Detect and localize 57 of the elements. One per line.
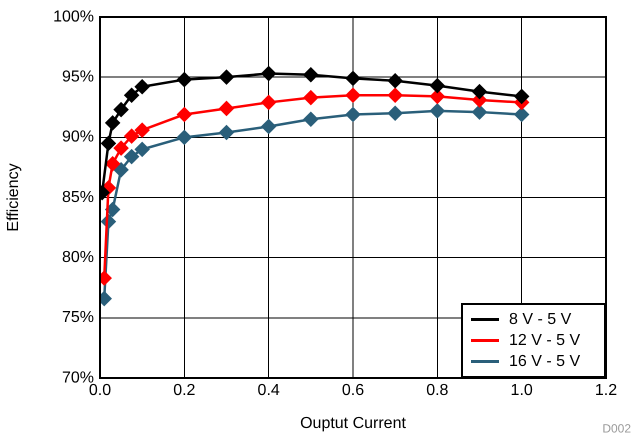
point [105, 156, 120, 172]
point [472, 104, 487, 120]
x-tick-label: 0.0 [88, 382, 112, 400]
point [261, 95, 276, 110]
x-tick-label: 0.2 [173, 382, 196, 400]
x-tick-label: 0.8 [426, 382, 449, 400]
point [388, 88, 402, 102]
point [304, 112, 318, 127]
point [430, 104, 445, 118]
point [177, 72, 192, 87]
point [134, 80, 150, 94]
point [346, 71, 360, 86]
legend-label: 8 V - 5 V [509, 310, 572, 328]
point [124, 149, 139, 164]
point [134, 122, 150, 138]
y-tick-label: 85% [62, 188, 94, 206]
x-tick-label: 1.0 [510, 382, 533, 400]
point [346, 107, 360, 122]
y-axis-title: Efficiency [5, 163, 22, 232]
point [177, 130, 192, 145]
point [114, 102, 128, 117]
point [124, 128, 139, 144]
point [105, 202, 120, 217]
point [430, 78, 445, 93]
point [101, 136, 116, 151]
point [514, 89, 529, 104]
y-tick-label: 90% [62, 128, 94, 146]
x-axis-title: Ouptut Current [300, 414, 406, 432]
legend-label: 12 V - 5 V [509, 332, 580, 350]
x-tick-label: 0.6 [342, 382, 364, 400]
point [105, 116, 120, 130]
point [219, 125, 234, 140]
x-tick-label: 1.2 [594, 382, 618, 400]
point [134, 142, 150, 157]
point [261, 119, 276, 134]
point [346, 88, 360, 102]
point [177, 107, 192, 122]
point [261, 66, 276, 81]
point [124, 88, 139, 102]
point [219, 101, 234, 116]
point [388, 106, 402, 121]
y-tick-label: 80% [62, 249, 94, 266]
y-tick-label: 100% [53, 8, 94, 26]
point [430, 89, 445, 104]
point [114, 140, 128, 156]
point [472, 84, 487, 99]
y-tick-label: 95% [62, 68, 94, 86]
point [388, 74, 402, 88]
text: D002 [602, 421, 632, 436]
point [514, 107, 529, 122]
legend-label: 16 V - 5 V [509, 352, 580, 370]
y-tick-label: 75% [62, 309, 94, 326]
point [304, 90, 318, 105]
point [304, 68, 318, 82]
point [114, 162, 128, 178]
x-tick-label: 0.4 [258, 382, 280, 400]
point [219, 70, 234, 84]
